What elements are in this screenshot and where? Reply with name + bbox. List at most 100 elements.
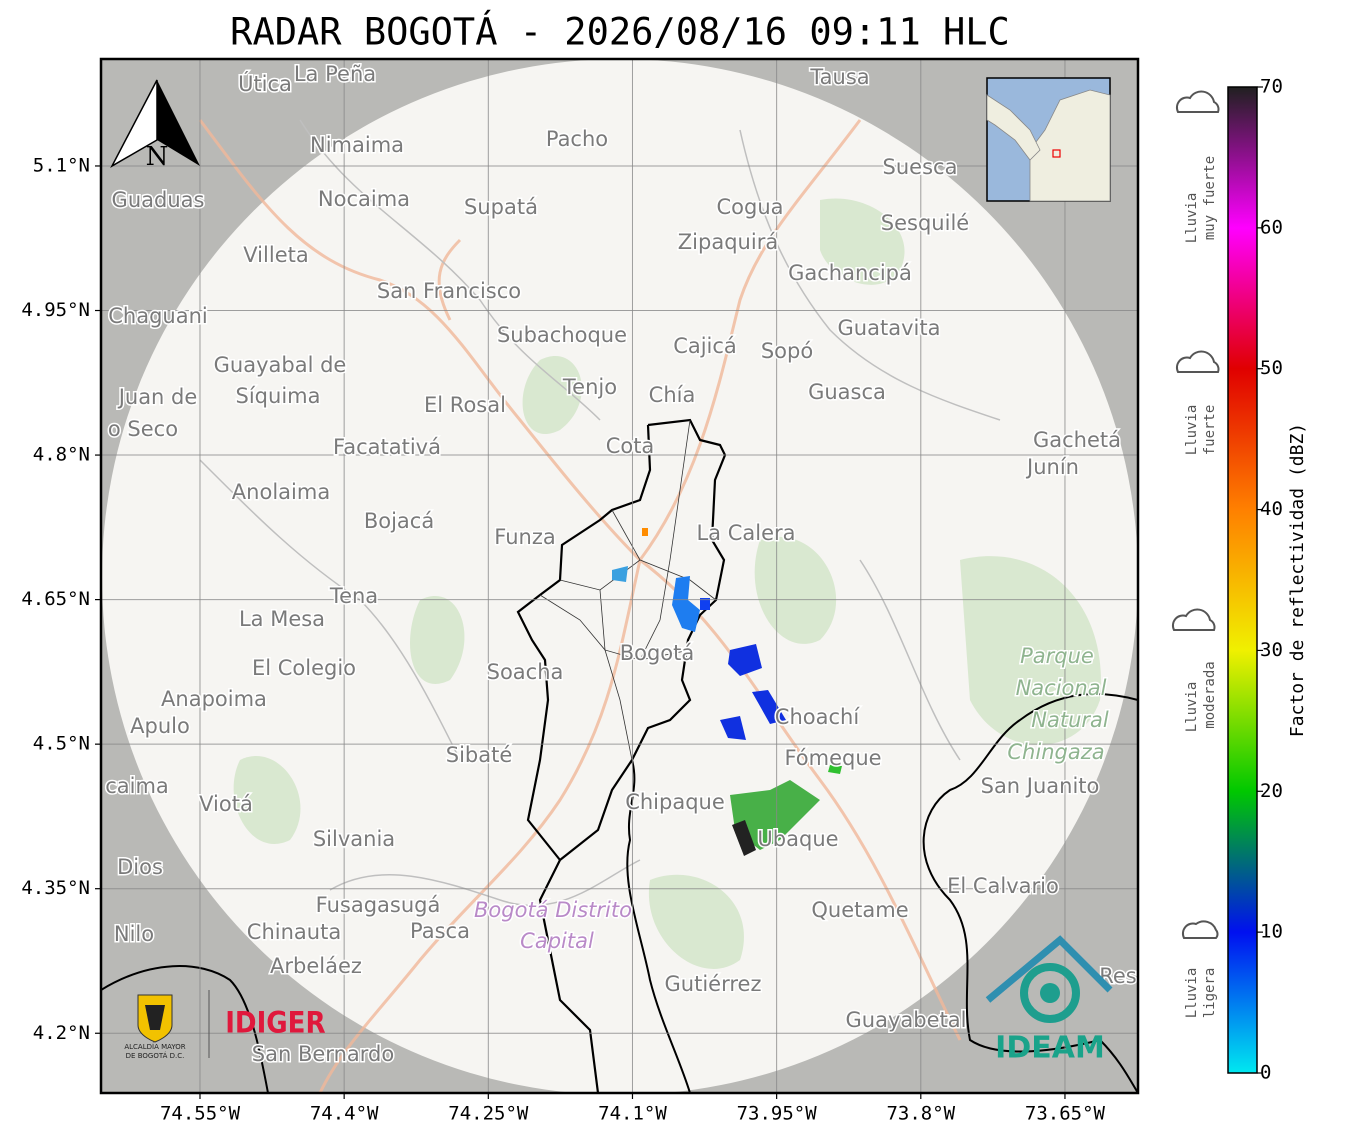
- place-name: Anolaima: [232, 480, 330, 504]
- place-name: Tenjo: [562, 375, 617, 399]
- place-name: Pacho: [546, 127, 608, 151]
- park-name: Nacional: [1016, 676, 1107, 700]
- place-name: Villeta: [243, 243, 308, 267]
- place-name: Bogotá: [620, 641, 695, 665]
- place-names: Útica La Peña Tausa Pacho Nimaima Guadua…: [104, 61, 1138, 1068]
- place-name: o Seco: [108, 417, 178, 441]
- map: Útica La Peña Tausa Pacho Nimaima Guadua…: [101, 59, 1138, 1093]
- x-tick-label: 74.4°W: [310, 1103, 379, 1125]
- place-name: Quetame: [811, 898, 908, 922]
- logo-text: ALCALDÍA MAYOR: [124, 1042, 185, 1051]
- y-tick-label: 4.5°N: [33, 733, 90, 755]
- axis-ticks: 74.55°W 74.4°W 74.25°W 74.1°W 73.95°W 73.8°W 7…: [21, 154, 1105, 1124]
- legend-label: Lluvia: [1184, 405, 1200, 456]
- place-name: Cogua: [716, 195, 783, 219]
- colorbar-scale: [1227, 86, 1258, 1074]
- place-name: Sopó: [761, 339, 813, 363]
- place-name: Dios: [117, 855, 163, 879]
- colorbar-tick-label: 50: [1260, 357, 1283, 379]
- place-name: Subachoque: [497, 323, 627, 347]
- place-name: El Calvario: [947, 874, 1059, 898]
- logo-text: DE BOGOTÁ D.C.: [126, 1051, 185, 1060]
- legend-label: Lluvia: [1184, 968, 1200, 1019]
- place-name: La Mesa: [239, 607, 325, 631]
- colorbar-tick-label: 30: [1260, 639, 1283, 661]
- boundary: [101, 965, 269, 1093]
- place-name: Chipaque: [625, 790, 725, 814]
- colorbar-tick-label: 10: [1260, 921, 1283, 943]
- place-name: San Francisco: [377, 279, 521, 303]
- district-name: Capital: [520, 929, 594, 953]
- place-name: Viotá: [199, 792, 253, 816]
- colorbar-tick-label: 70: [1260, 76, 1283, 98]
- district-name: Bogotá Distrito: [474, 898, 632, 922]
- place-name: Fusagasugá: [316, 893, 441, 917]
- park-name: Parque: [1020, 644, 1094, 668]
- x-tick-label: 74.25°W: [448, 1103, 529, 1125]
- place-name: Nilo: [114, 922, 154, 946]
- y-tick-label: 4.35°N: [21, 877, 90, 899]
- place-name: Útica: [238, 71, 292, 96]
- roads: [198, 119, 962, 1093]
- colorbar-tick-label: 40: [1260, 498, 1283, 520]
- place-name: Zipaquirá: [678, 230, 778, 254]
- place-name: Apulo: [130, 714, 190, 738]
- place-name: Silvania: [313, 827, 395, 851]
- place-name: Choachí: [775, 705, 861, 729]
- logo-idiger: IDIGER: [225, 1005, 325, 1040]
- place-name: Sesquilé: [881, 211, 969, 235]
- place-name: caima: [105, 774, 169, 798]
- place-name: Cota: [606, 434, 655, 458]
- place-name: Guayabal de: [214, 353, 347, 377]
- place-name: Chinauta: [247, 920, 341, 944]
- legend-label: fuerte: [1202, 405, 1218, 456]
- colorbar: Factor de reflectividad (dBZ) 0 10 20 30 40 5…: [1227, 76, 1308, 1084]
- place-name: Tausa: [809, 65, 869, 89]
- boundary: [626, 759, 691, 1093]
- x-tick-label: 74.1°W: [598, 1103, 667, 1125]
- place-name: Guasca: [808, 380, 886, 404]
- place-name: Guatavita: [838, 316, 941, 340]
- place-name: San Juanito: [981, 774, 1100, 798]
- legend-label: muy fuerte: [1202, 156, 1218, 240]
- legend-label: Lluvia: [1184, 193, 1200, 244]
- legend: Lluvia muy fuerte Lluvia fuerte Lluvia m…: [1171, 90, 1220, 1019]
- north-label: N: [146, 142, 169, 172]
- place-name: Bojacá: [364, 509, 434, 533]
- x-tick-label: 74.55°W: [160, 1103, 241, 1125]
- legend-icons: [1171, 90, 1220, 939]
- place-name: La Peña: [294, 62, 376, 86]
- radar-echoes: [612, 528, 842, 856]
- place-name: Soacha: [487, 660, 564, 684]
- map-frame: [99, 57, 1140, 1095]
- x-tick-label: 73.95°W: [737, 1103, 818, 1125]
- place-name: Arbeláez: [270, 954, 362, 978]
- colorbar-tick-label: 20: [1260, 780, 1283, 802]
- place-name: Chaguani: [108, 304, 208, 328]
- place-name: Chía: [649, 383, 696, 407]
- place-name: El Colegio: [252, 656, 356, 680]
- place-name: Ubaque: [757, 827, 838, 851]
- place-name: Síquima: [236, 384, 321, 408]
- colorbar-label: Factor de reflectividad (dBZ): [1287, 423, 1308, 737]
- park-name: Chingaza: [1007, 740, 1104, 764]
- place-name: Nimaima: [310, 133, 404, 157]
- place-name: Gachancipá: [788, 261, 912, 285]
- place-name: Gutiérrez: [665, 972, 762, 996]
- x-tick-label: 73.65°W: [1025, 1103, 1106, 1125]
- place-name: Gachetá: [1033, 428, 1121, 452]
- y-tick-label: 4.8°N: [33, 444, 90, 466]
- park-name: Natural: [1031, 708, 1109, 732]
- place-name: Guaduas: [112, 188, 205, 212]
- place-name: Cajicá: [673, 334, 737, 358]
- place-name: Fómeque: [784, 746, 881, 770]
- place-name: Pasca: [410, 919, 470, 943]
- place-name: San Bernardo: [252, 1042, 394, 1066]
- legend-label: ligera: [1202, 968, 1218, 1019]
- place-name: La Calera: [696, 521, 795, 545]
- logo-text: IDEAM: [995, 1031, 1105, 1066]
- place-name: Funza: [494, 525, 555, 549]
- legend-label: moderada: [1202, 661, 1218, 728]
- place-name: Tena: [329, 584, 378, 608]
